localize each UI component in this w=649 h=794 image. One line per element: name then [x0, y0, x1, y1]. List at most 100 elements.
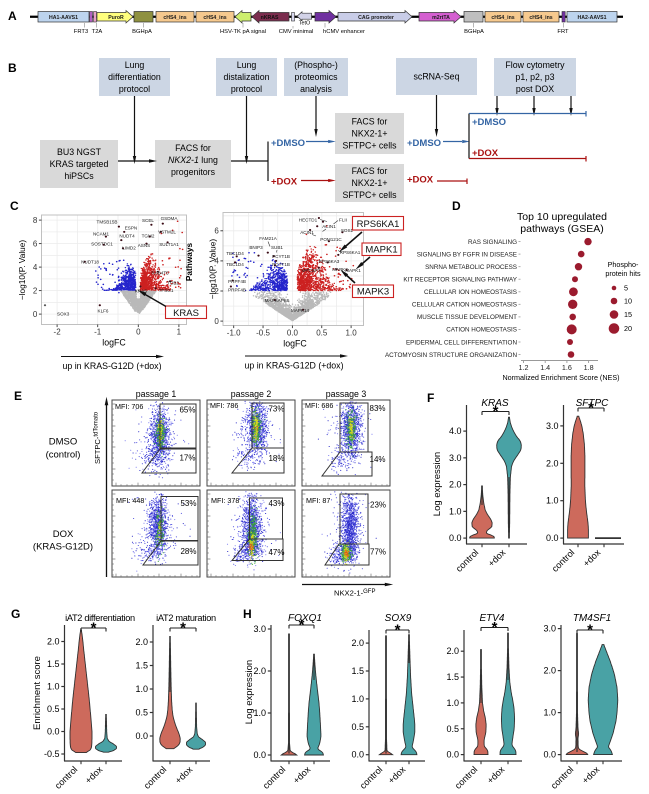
svg-text:0.0: 0.0: [546, 533, 559, 543]
svg-text:+DOX: +DOX: [271, 177, 298, 188]
svg-text:NUDT4: NUDT4: [119, 234, 135, 239]
svg-text:MFI: 378: MFI: 378: [211, 496, 239, 505]
svg-text:SOX3: SOX3: [57, 312, 70, 317]
svg-text:GSDMA: GSDMA: [161, 216, 179, 221]
svg-text:-1.0: -1.0: [227, 329, 241, 338]
svg-text:RPS6KA1: RPS6KA1: [357, 219, 400, 230]
svg-text:1.0: 1.0: [47, 682, 60, 692]
svg-text:0.0: 0.0: [543, 750, 556, 760]
svg-text:Log expression: Log expression: [244, 660, 255, 724]
svg-text:0.5: 0.5: [446, 724, 459, 734]
svg-text:cHS4_ins: cHS4_ins: [491, 15, 514, 21]
svg-text:Normalized Enrichment Score (N: Normalized Enrichment Score (NES): [502, 373, 619, 382]
svg-text:HA1-AAVS1: HA1-AAVS1: [49, 15, 78, 21]
svg-text:1.6: 1.6: [562, 363, 572, 372]
svg-text:SFTPC+ cells: SFTPC+ cells: [342, 190, 397, 200]
svg-text:MAPK1: MAPK1: [345, 268, 361, 273]
svg-text:+DMSO: +DMSO: [271, 138, 305, 149]
svg-text:2.0: 2.0: [446, 646, 459, 656]
svg-text:6: 6: [33, 239, 38, 248]
svg-text:83%: 83%: [370, 404, 386, 413]
svg-text:T2A: T2A: [92, 29, 103, 35]
svg-text:0.0: 0.0: [253, 750, 266, 760]
svg-text:passage 1: passage 1: [136, 389, 177, 399]
svg-text:2.0: 2.0: [543, 666, 556, 676]
svg-text:0: 0: [33, 310, 38, 319]
svg-text:MYCBP2: MYCBP2: [302, 268, 321, 273]
svg-text:2.0: 2.0: [546, 458, 559, 468]
svg-text:RPS6KA3: RPS6KA3: [319, 259, 340, 264]
svg-text:3.0: 3.0: [546, 421, 559, 431]
svg-text:1.0: 1.0: [546, 496, 559, 506]
svg-text:differentiation: differentiation: [108, 72, 161, 82]
svg-text:pathways (GSEA): pathways (GSEA): [520, 223, 603, 235]
svg-text:0.0: 0.0: [446, 750, 459, 760]
svg-text:H: H: [243, 607, 252, 621]
svg-text:KIT RECEPTOR SIGNALING PATHWAY: KIT RECEPTOR SIGNALING PATHWAY: [403, 277, 517, 284]
svg-text:RAS SIGNALING: RAS SIGNALING: [468, 239, 517, 246]
svg-text:DMSO: DMSO: [49, 437, 78, 448]
svg-text:scRNA-Seq: scRNA-Seq: [414, 72, 460, 82]
svg-text:SFTPC-tdTomato: SFTPC-tdTomato: [93, 411, 102, 464]
svg-text:23%: 23%: [370, 501, 386, 510]
svg-text:17%: 17%: [179, 454, 195, 463]
svg-text:*: *: [91, 620, 97, 637]
svg-text:hiPSCs: hiPSCs: [64, 171, 94, 181]
svg-text:PRPF4B: PRPF4B: [228, 288, 246, 293]
svg-text:+DMSO: +DMSO: [472, 117, 506, 128]
svg-text:protocol: protocol: [231, 84, 262, 94]
svg-text:8: 8: [33, 216, 38, 225]
svg-text:1.5: 1.5: [47, 659, 60, 669]
svg-text:+DOX: +DOX: [472, 148, 499, 159]
svg-text:SCEL: SCEL: [142, 218, 154, 223]
svg-text:NKX2-1 lung: NKX2-1 lung: [168, 155, 218, 165]
svg-text:1: 1: [177, 328, 182, 337]
svg-text:E: E: [14, 389, 22, 403]
svg-text:FACS for: FACS for: [352, 166, 388, 176]
svg-text:SFTPC: SFTPC: [576, 398, 610, 409]
svg-text:1.0: 1.0: [253, 708, 266, 718]
svg-text:0: 0: [214, 317, 219, 326]
svg-text:KLF6: KLF6: [98, 309, 109, 314]
svg-text:KRAS: KRAS: [481, 398, 509, 409]
svg-text:SOSTDC1: SOSTDC1: [91, 242, 113, 247]
svg-text:1.0: 1.0: [449, 506, 462, 516]
svg-text:TM4SF1: TM4SF1: [573, 613, 611, 624]
svg-text:(control): (control): [46, 450, 81, 461]
svg-text:EPIDERMAL CELL DIFFERENTIATION: EPIDERMAL CELL DIFFERENTIATION: [406, 339, 517, 346]
svg-text:53%: 53%: [180, 499, 196, 508]
svg-text:ACIN1: ACIN1: [322, 224, 336, 229]
svg-text:passage 2: passage 2: [231, 389, 272, 399]
svg-text:B: B: [8, 61, 17, 75]
svg-text:2.0: 2.0: [47, 637, 60, 647]
svg-text:protocol: protocol: [119, 84, 150, 94]
svg-text:Lung: Lung: [125, 60, 145, 70]
svg-text:4: 4: [214, 257, 219, 266]
svg-text:+DOX: +DOX: [407, 175, 434, 186]
svg-text:10: 10: [624, 297, 632, 306]
svg-text:PCYT1B: PCYT1B: [272, 262, 290, 267]
svg-text:MAPK1: MAPK1: [365, 245, 397, 256]
svg-text:iAT2 differentiation: iAT2 differentiation: [65, 613, 135, 623]
svg-text:A: A: [8, 9, 17, 23]
svg-text:iAT2 maturation: iAT2 maturation: [156, 613, 216, 623]
svg-text:6: 6: [214, 227, 219, 236]
svg-text:logFC: logFC: [283, 339, 307, 349]
svg-text:F: F: [427, 391, 434, 405]
svg-text:MFI: 786: MFI: 786: [210, 401, 238, 410]
svg-text:KRAS: KRAS: [173, 308, 199, 319]
svg-text:CMV minimal: CMV minimal: [279, 29, 313, 35]
svg-text:NUDT18: NUDT18: [81, 260, 99, 265]
svg-text:4: 4: [33, 263, 38, 272]
svg-text:FAM21A: FAM21A: [259, 236, 278, 241]
svg-text:up in KRAS-G12D (+dox): up in KRAS-G12D (+dox): [244, 361, 343, 371]
svg-text:PRPF4B: PRPF4B: [228, 279, 246, 284]
svg-text:15: 15: [624, 310, 632, 319]
svg-text:CELLULAR CATION HOMEOSTASIS: CELLULAR CATION HOMEOSTASIS: [412, 302, 517, 309]
svg-text:2.0: 2.0: [253, 666, 266, 676]
svg-text:MAPK3: MAPK3: [357, 287, 389, 298]
svg-text:cHS4_ins: cHS4_ins: [163, 15, 186, 21]
svg-text:+DMSO: +DMSO: [407, 138, 441, 149]
svg-text:POM121C: POM121C: [320, 237, 342, 242]
svg-text:73%: 73%: [268, 405, 284, 414]
